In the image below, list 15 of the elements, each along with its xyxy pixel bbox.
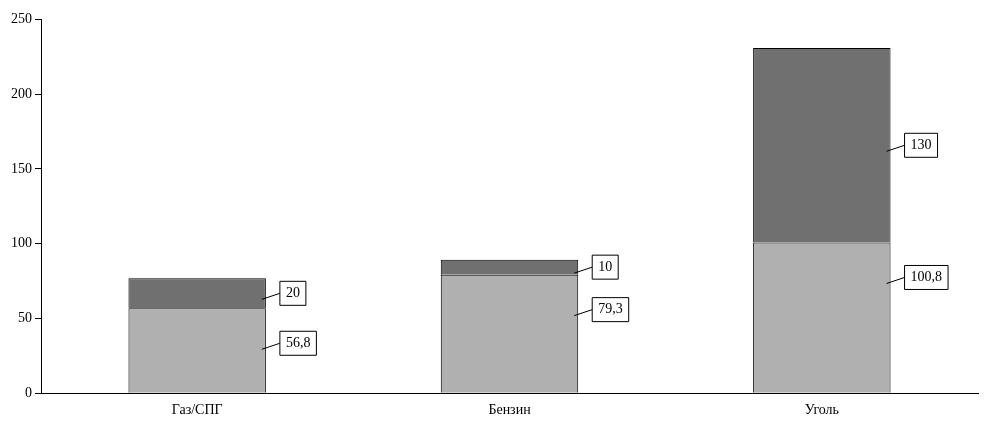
y-tick-label: 50 — [18, 310, 32, 326]
y-tick-label: 150 — [11, 160, 32, 176]
data-label: 56,8 — [285, 334, 311, 350]
x-tick-label: Уголь — [804, 402, 839, 418]
data-label: 100,8 — [910, 269, 943, 285]
y-tick-label: 250 — [11, 11, 32, 27]
y-tick-label: 200 — [11, 85, 32, 101]
data-label: 79,3 — [598, 301, 623, 317]
data-label: 10 — [598, 258, 613, 274]
y-tick-label: 100 — [11, 235, 32, 251]
x-tick-label: Газ/СПГ — [171, 402, 223, 418]
y-tick-label: 0 — [25, 384, 32, 400]
x-tick-label: Бензин — [488, 402, 532, 418]
data-label: 20 — [285, 284, 300, 300]
data-label: 130 — [910, 136, 932, 152]
